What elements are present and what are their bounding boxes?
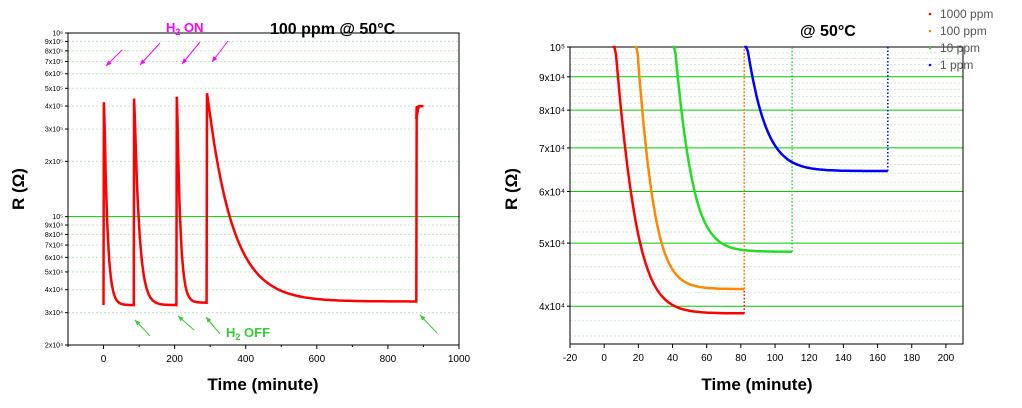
left-y-tick-label: 2x10⁴ (45, 343, 63, 350)
legend-label: 1 ppm (940, 58, 973, 72)
right-x-tick-label: 140 (835, 353, 852, 364)
legend-label: 100 ppm (940, 24, 987, 38)
left-y-tick-label: 9x10⁴ (45, 223, 63, 230)
legend-marker (928, 63, 932, 67)
left-y-tick-label: 5x10⁵ (45, 86, 63, 93)
left-y-tick-label: 5x10⁴ (45, 269, 63, 276)
right-y-tick-label: 10⁵ (550, 43, 565, 54)
right-x-axis-title: Time (minute) (701, 375, 812, 394)
left-x-tick-label: 0 (101, 354, 107, 365)
right-x-tick-label: 100 (767, 353, 784, 364)
left-x-tick-label: 800 (380, 354, 397, 365)
right-y-tick-label: 9x10⁴ (539, 73, 565, 84)
right-x-tick-label: 200 (938, 353, 955, 364)
right-series-group (612, 45, 889, 315)
right-series-line (672, 45, 793, 253)
left-y-tick-label: 9x10⁵ (45, 39, 63, 46)
left-chart: 2x10⁴ 3x10⁴ 4x10⁴ 5x10⁴ 6x10⁴ 7x10⁴ 8x10⁴ 9x10⁴… (9, 20, 471, 394)
right-series-100-ppm (634, 45, 746, 291)
off-arrow-4-head (420, 315, 426, 321)
right-x-tick-label: 180 (903, 353, 920, 364)
right-x-tick-label: 40 (667, 353, 679, 364)
right-series-line (744, 45, 888, 173)
right-chart: 4x10⁴ 5x10⁴ 6x10⁴ 7x10⁴ 8x10⁴ 9x10⁴ 10⁵ -20 0 20… (502, 7, 993, 394)
left-y-tick-label: 10⁶ (52, 31, 63, 38)
right-series-line (612, 45, 745, 315)
legend-label: 10 ppm (940, 41, 980, 55)
left-chart-title: 100 ppm @ 50°C (270, 21, 396, 38)
left-x-axis-title: Time (minute) (207, 375, 318, 394)
left-y-tick-label: 10⁵ (52, 214, 63, 221)
right-grid (570, 52, 963, 337)
legend-marker (928, 12, 932, 16)
on-arrow-2-head (140, 59, 146, 65)
left-y-tick-label: 3x10⁴ (45, 310, 63, 317)
left-y-tick-label: 3x10⁵ (45, 127, 63, 134)
right-y-ticks: 4x10⁴ 5x10⁴ 6x10⁴ 7x10⁴ 8x10⁴ 9x10⁴ 10⁵ (539, 43, 570, 313)
right-series-line (634, 45, 745, 291)
off-arrow-2-head (178, 316, 184, 322)
right-y-tick-label: 4x10⁴ (539, 302, 565, 313)
right-series-10-ppm (672, 45, 793, 253)
right-x-tick-label: -20 (563, 353, 578, 364)
right-x-tick-label: 20 (633, 353, 645, 364)
left-y-tick-label: 4x10⁴ (45, 287, 63, 294)
right-x-tick-label: 0 (601, 353, 607, 364)
off-arrow-1-head (135, 320, 141, 326)
right-x-tick-label: 160 (869, 353, 886, 364)
left-series-1000ppm-cycles (102, 93, 424, 307)
left-y-tick-label: 4x10⁵ (45, 104, 63, 111)
left-y-tick-label: 6x10⁵ (45, 71, 63, 78)
right-y-tick-label: 7x10⁴ (539, 144, 565, 155)
off-arrow-3-head (206, 317, 212, 323)
left-y-tick-label: 7x10⁴ (45, 243, 63, 250)
right-y-tick-label: 6x10⁴ (539, 188, 565, 199)
left-plot-frame (67, 32, 460, 346)
legend-label: 1000 ppm (940, 7, 993, 21)
left-y-axis-title: R (Ω) (9, 168, 28, 210)
left-x-tick-label: 400 (237, 354, 254, 365)
left-y-tick-label: 7x10⁵ (45, 59, 63, 66)
on-arrow-1-head (106, 60, 112, 66)
right-plot-frame (569, 46, 964, 345)
left-y-ticks: 2x10⁴ 3x10⁴ 4x10⁴ 5x10⁴ 6x10⁴ 7x10⁴ 8x10⁴ 9x10⁴… (45, 31, 68, 350)
legend-marker (928, 29, 932, 33)
right-legend: 1000 ppm 100 ppm 10 ppm 1 ppm (928, 7, 993, 72)
left-y-tick-label: 8x10⁵ (45, 48, 63, 55)
right-x-tick-label: 80 (735, 353, 747, 364)
right-x-tick-label: 60 (701, 353, 713, 364)
right-chart-title: @ 50°C (800, 23, 856, 40)
right-y-axis-title: R (Ω) (502, 168, 521, 210)
right-x-ticks: -20 0 20 40 60 80 100 120 140 160 180 200 (563, 344, 955, 364)
left-y-tick-label: 2x10⁵ (45, 159, 63, 166)
right-series-1-ppm (744, 45, 889, 173)
left-y-tick-label: 8x10⁴ (45, 232, 63, 239)
on-arrow-4-head (212, 56, 218, 62)
left-series-line (102, 93, 424, 307)
left-x-tick-label: 200 (166, 354, 183, 365)
left-x-ticks: 0 200 400 600 800 1000 (67, 345, 471, 365)
left-y-tick-label: 6x10⁴ (45, 255, 63, 262)
h2-on-annotation: H2 ON (166, 20, 204, 37)
left-x-tick-label: 600 (308, 354, 325, 365)
right-y-tick-label: 5x10⁴ (539, 239, 565, 250)
left-annotation-arrows (105, 40, 438, 337)
left-grid (68, 40, 459, 314)
left-x-tick-label: 1000 (448, 354, 471, 365)
legend-marker (928, 46, 932, 50)
right-x-tick-label: 120 (801, 353, 818, 364)
on-arrow-3-head (182, 58, 188, 64)
h2-off-annotation: H2 OFF (226, 325, 270, 342)
right-y-tick-label: 8x10⁴ (539, 106, 565, 117)
